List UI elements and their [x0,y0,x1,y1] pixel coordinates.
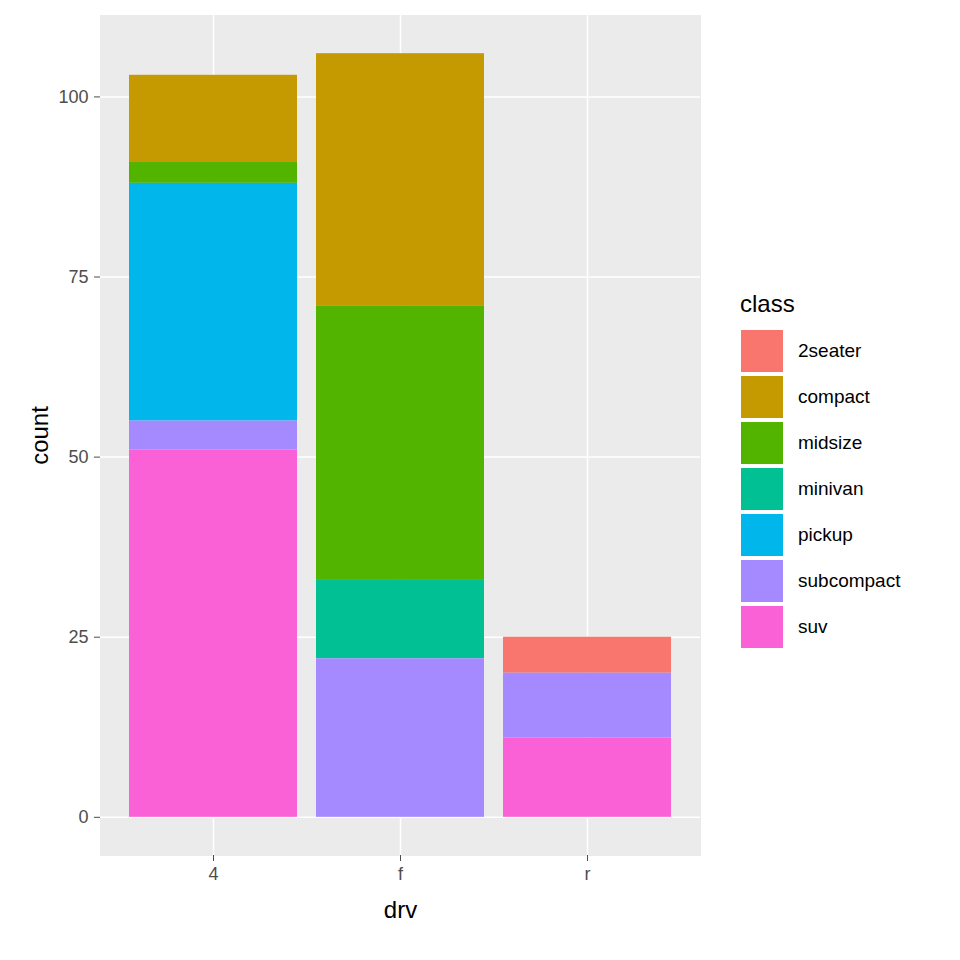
html-text:pickup: pickup [798,524,853,545]
html-text:suv: suv [798,616,828,637]
svg-text:r: r [585,864,591,884]
html-text:compact: compact [798,386,870,407]
svg-text:4: 4 [208,864,218,884]
svg-text:count: count [26,406,53,465]
svg-text:50: 50 [68,447,88,467]
html-text:class: class [740,290,795,317]
html-text:subcompact: subcompact [798,570,901,591]
svg-text:75: 75 [68,267,88,287]
svg-text:drv: drv [384,896,417,923]
svg-text:25: 25 [68,627,88,647]
html-text:2seater: 2seater [798,340,862,361]
svg-text:100: 100 [58,87,88,107]
html-text:minivan: minivan [798,478,864,499]
html-text:midsize: midsize [798,432,863,453]
svg-text:0: 0 [78,807,88,827]
svg-text:f: f [398,864,404,884]
